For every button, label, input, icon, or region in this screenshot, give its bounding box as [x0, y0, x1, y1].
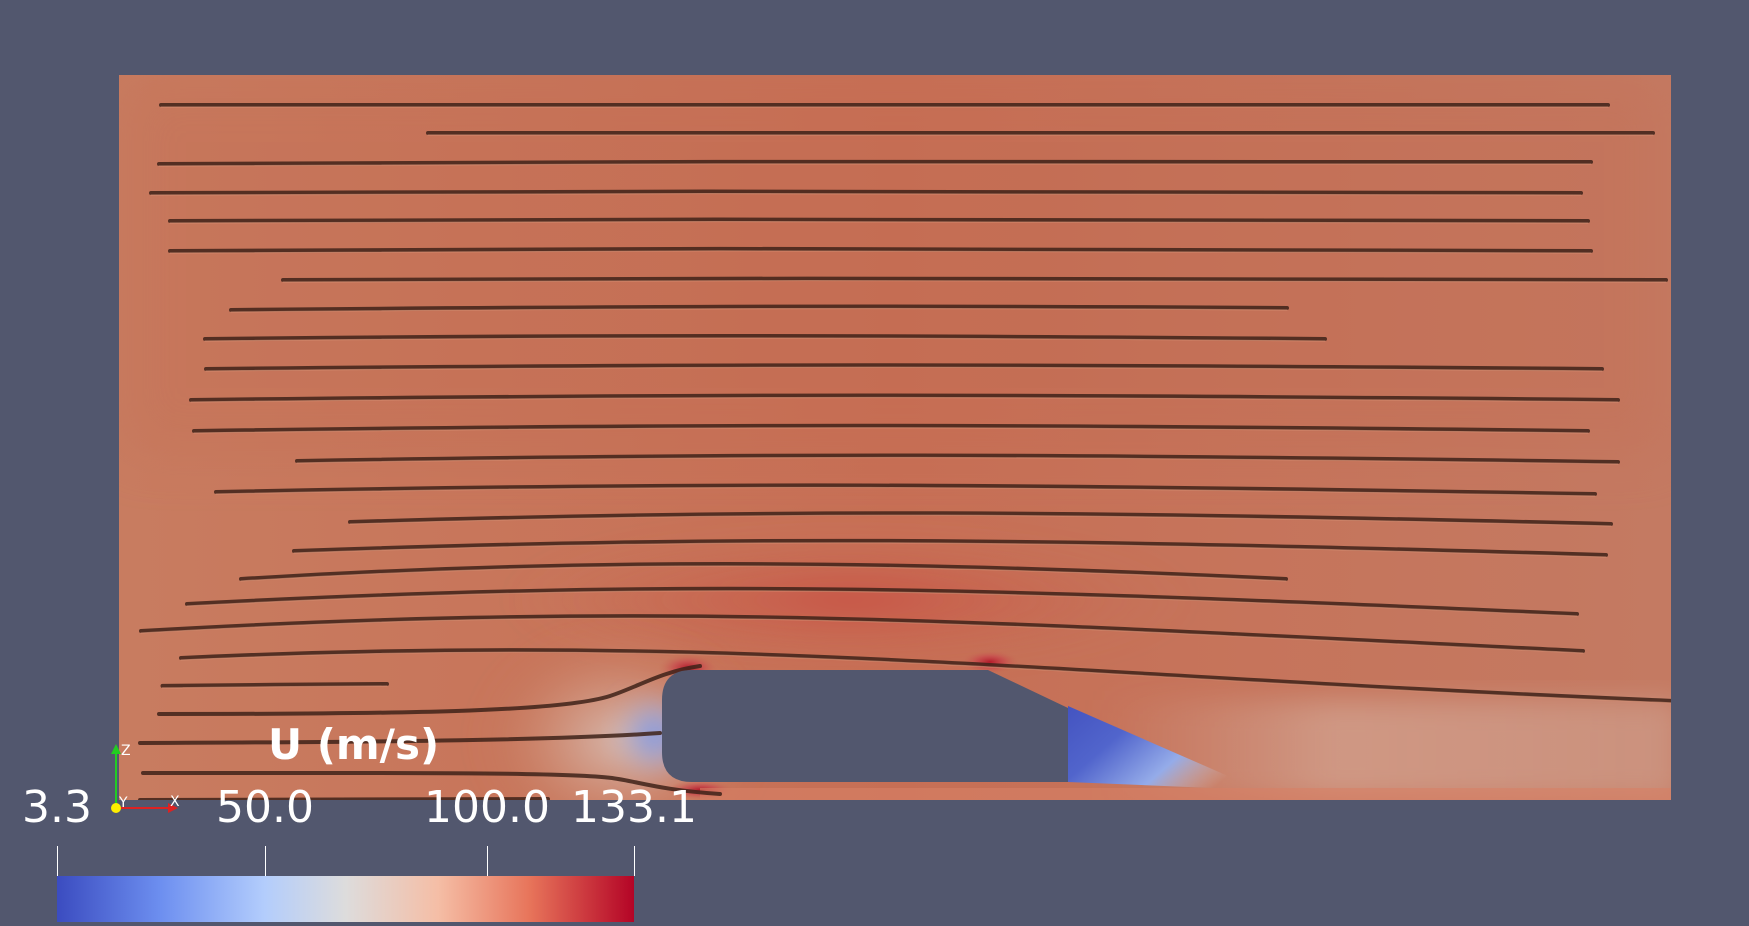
streamline-4 — [168, 217, 1590, 223]
streamline-highlight-12 — [296, 456, 1619, 465]
streamline-5 — [168, 246, 1593, 253]
orientation-axes — [111, 744, 178, 813]
streamline-12 — [295, 453, 1620, 464]
bluff-body — [662, 670, 1068, 782]
streamline-curved-3 — [138, 797, 550, 800]
streamline-11 — [192, 423, 1590, 433]
streamline-highlight-9 — [205, 366, 1603, 372]
axis-x-arrow-icon — [168, 803, 178, 813]
streamline-highlight-2 — [158, 162, 1592, 167]
legend-tick-mark — [634, 846, 635, 876]
streamline-17 — [185, 586, 1579, 616]
streamline-14 — [348, 511, 1613, 526]
legend-tick-mark — [265, 846, 266, 876]
streamline-highlight-20 — [161, 685, 388, 689]
streamline-2 — [157, 159, 1593, 166]
streamline-6 — [281, 276, 1668, 282]
streamline-7 — [229, 304, 1289, 312]
streamline-highlight-19 — [180, 651, 1671, 704]
streamline-highlight-16 — [240, 565, 1287, 582]
streamline-18 — [139, 614, 1585, 653]
axis-z-label: Z — [121, 743, 131, 759]
streamline-10 — [189, 393, 1620, 402]
streamline-3 — [149, 189, 1583, 195]
streamline-curved-2 — [141, 770, 722, 796]
streamline-highlight-5 — [169, 250, 1592, 254]
streamline-highlight-17 — [186, 590, 1578, 617]
streamline-highlight-8 — [204, 337, 1326, 342]
axis-x-label: X — [170, 794, 180, 810]
streamline-highlight-14 — [349, 514, 1612, 527]
axis-y-dot-icon — [111, 803, 121, 813]
legend-tick-label: 3.3 — [22, 782, 92, 833]
streamline-8 — [203, 334, 1327, 341]
legend-tick-mark — [487, 846, 488, 876]
streamline-highlight-11 — [193, 427, 1589, 434]
legend-title: U (m/s) — [268, 720, 440, 769]
streamline-13 — [214, 483, 1597, 496]
streamline-highlight-4 — [169, 220, 1589, 224]
streamline-highlight-7 — [230, 307, 1288, 313]
streamline-19 — [179, 648, 1671, 703]
streamline-highlight-13 — [215, 486, 1596, 497]
streamline-curved-0 — [157, 664, 702, 716]
streamline-15 — [292, 538, 1608, 557]
axis-z-arrow-icon — [111, 744, 121, 754]
streamline-highlight-3 — [150, 192, 1582, 196]
legend-tick-label: 50.0 — [216, 782, 314, 833]
streamlines — [138, 102, 1671, 800]
streamline-curved-1 — [138, 731, 662, 745]
streamline-highlight-18 — [140, 617, 1584, 654]
streamline-highlight-15 — [293, 542, 1607, 558]
legend-tick-label: 133.1 — [571, 782, 697, 833]
axis-y-label: Y — [119, 795, 128, 811]
flow-domain — [119, 75, 1671, 800]
streamline-9 — [204, 363, 1604, 371]
legend-tick-label: 100.0 — [424, 782, 550, 833]
streamline-20 — [160, 682, 389, 688]
streamline-16 — [239, 562, 1288, 581]
colorbar — [57, 876, 634, 922]
streamline-highlight-6 — [282, 279, 1667, 283]
legend-tick-mark — [57, 846, 58, 876]
streamline-highlight-10 — [190, 396, 1619, 403]
